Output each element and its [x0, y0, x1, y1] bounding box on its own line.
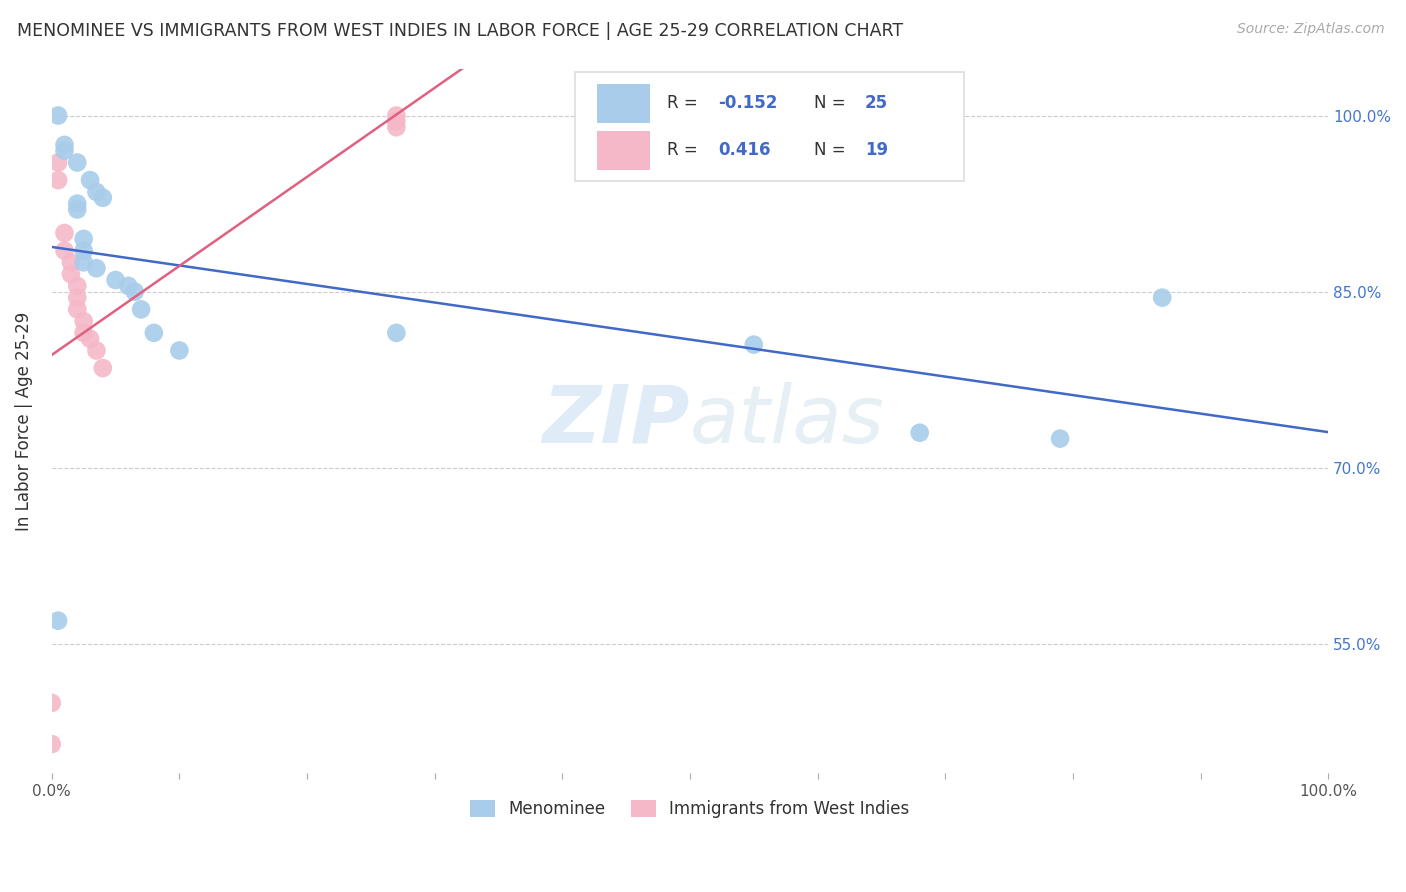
- Text: N =: N =: [814, 95, 851, 112]
- Point: [124, 285, 146, 299]
- Text: R =: R =: [666, 141, 709, 159]
- Point: [1152, 291, 1174, 305]
- Point: [385, 326, 408, 340]
- Point: [46, 614, 69, 628]
- Point: [59, 255, 82, 269]
- Point: [86, 343, 108, 358]
- Point: [53, 226, 76, 240]
- Point: [169, 343, 191, 358]
- Point: [73, 314, 96, 328]
- Point: [46, 173, 69, 187]
- Point: [385, 114, 408, 128]
- Point: [742, 337, 765, 351]
- Point: [66, 202, 89, 217]
- Point: [91, 361, 114, 376]
- Legend: Menominee, Immigrants from West Indies: Menominee, Immigrants from West Indies: [464, 794, 917, 825]
- Point: [41, 696, 63, 710]
- Text: atlas: atlas: [690, 382, 884, 460]
- Text: R =: R =: [666, 95, 703, 112]
- Point: [86, 261, 108, 276]
- Point: [41, 737, 63, 751]
- Point: [104, 273, 127, 287]
- Text: 19: 19: [865, 141, 889, 159]
- Point: [79, 173, 101, 187]
- Point: [53, 244, 76, 258]
- Point: [46, 155, 69, 169]
- Point: [142, 326, 165, 340]
- FancyBboxPatch shape: [575, 72, 965, 181]
- Text: ZIP: ZIP: [543, 382, 690, 460]
- Point: [66, 155, 89, 169]
- Point: [117, 278, 139, 293]
- Point: [385, 109, 408, 123]
- Point: [46, 109, 69, 123]
- Text: -0.152: -0.152: [718, 95, 778, 112]
- Text: MENOMINEE VS IMMIGRANTS FROM WEST INDIES IN LABOR FORCE | AGE 25-29 CORRELATION : MENOMINEE VS IMMIGRANTS FROM WEST INDIES…: [17, 22, 903, 40]
- Point: [73, 232, 96, 246]
- Point: [385, 120, 408, 135]
- Point: [1049, 432, 1071, 446]
- Text: 0.416: 0.416: [718, 141, 770, 159]
- Y-axis label: In Labor Force | Age 25-29: In Labor Force | Age 25-29: [15, 311, 32, 531]
- Point: [59, 267, 82, 281]
- FancyBboxPatch shape: [596, 84, 651, 122]
- Text: 25: 25: [865, 95, 889, 112]
- Point: [66, 196, 89, 211]
- Text: Source: ZipAtlas.com: Source: ZipAtlas.com: [1237, 22, 1385, 37]
- Point: [86, 185, 108, 199]
- Point: [908, 425, 931, 440]
- Text: N =: N =: [814, 141, 851, 159]
- Point: [66, 278, 89, 293]
- Point: [79, 332, 101, 346]
- FancyBboxPatch shape: [596, 131, 651, 169]
- Point: [73, 244, 96, 258]
- Point: [129, 302, 152, 317]
- Point: [66, 291, 89, 305]
- Point: [53, 144, 76, 158]
- Point: [73, 255, 96, 269]
- Point: [53, 137, 76, 152]
- Point: [91, 191, 114, 205]
- Point: [66, 302, 89, 317]
- Point: [73, 326, 96, 340]
